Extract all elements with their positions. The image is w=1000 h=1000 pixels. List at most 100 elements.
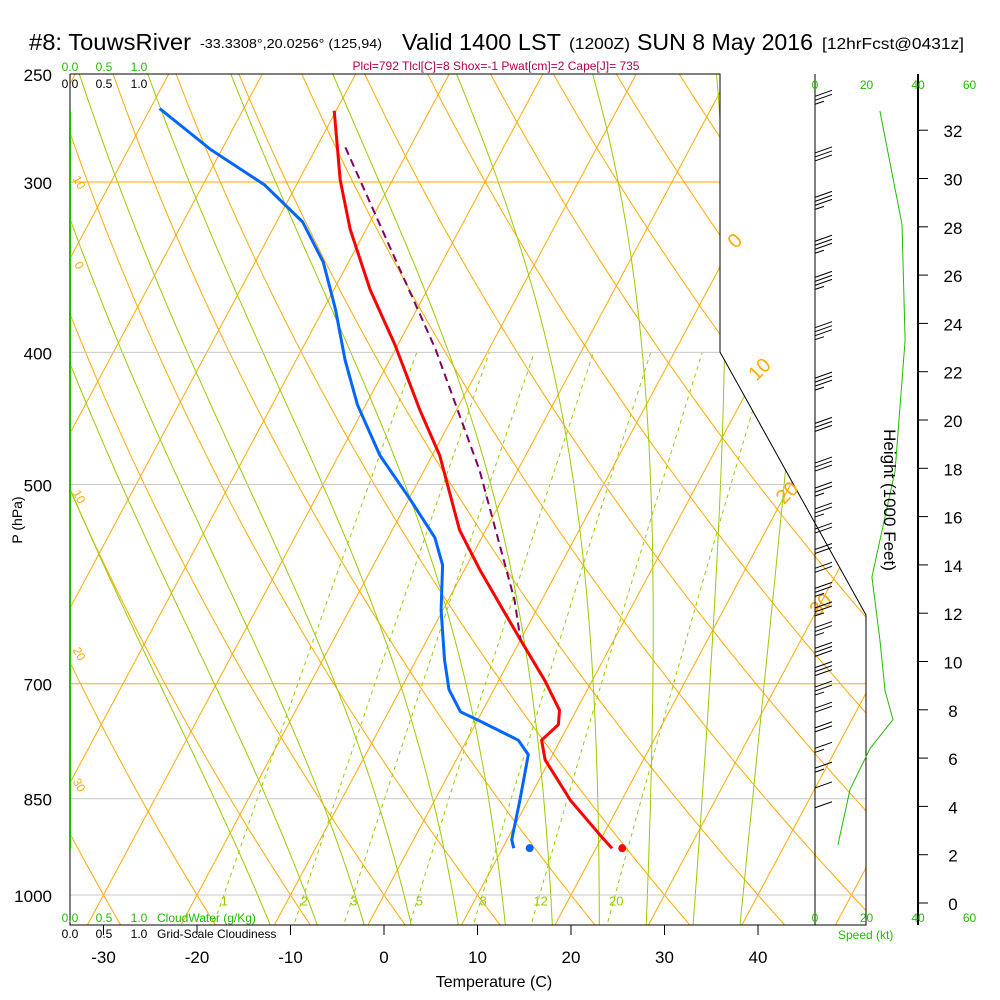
isotherm-line bbox=[70, 74, 370, 925]
wind-barb-feather bbox=[814, 485, 833, 493]
wind-barb-feather bbox=[814, 585, 833, 593]
speed-tick-bottom: 0 bbox=[812, 911, 819, 925]
wind-barb-half-feather bbox=[814, 612, 825, 617]
isotherm-line bbox=[832, 74, 866, 925]
height-tick-label: 18 bbox=[944, 460, 963, 479]
wind-barb-feather bbox=[814, 522, 833, 530]
wind-barb-half-feather bbox=[814, 100, 825, 105]
pressure-tick-label: 500 bbox=[24, 476, 52, 495]
cloudwater-tick-top: 1.0 bbox=[131, 60, 148, 74]
isotherm-line bbox=[84, 74, 557, 925]
wind-barb-feather bbox=[814, 238, 833, 246]
indices-line: Plcl=792 Tlcl[C]=8 Shox=-1 Pwat[cm]=2 Ca… bbox=[353, 59, 640, 73]
height-axis-label: Height (1000 Feet) bbox=[880, 429, 899, 571]
wind-barb-feather bbox=[814, 761, 833, 769]
moist-adiabat-line bbox=[220, 74, 507, 925]
wind-barb-half-feather bbox=[814, 205, 825, 210]
plot-frame bbox=[69, 73, 867, 926]
wind-barb-half-feather bbox=[814, 691, 825, 696]
dry-adiabat-line bbox=[290, 74, 866, 925]
wind-barb-feather bbox=[814, 325, 833, 333]
date: SUN 8 May 2016 bbox=[637, 29, 813, 55]
wind-barb-feather bbox=[814, 621, 833, 629]
height-tick-label: 4 bbox=[948, 798, 957, 817]
isotherm-line bbox=[739, 74, 866, 925]
mixing-ratio-label: 12 bbox=[533, 894, 547, 909]
height-tick-label: 8 bbox=[948, 702, 957, 721]
wind-barb-feather bbox=[814, 701, 833, 709]
wind-barb-feather bbox=[814, 321, 833, 329]
cloudwater-tick-bottom: 1.0 bbox=[131, 911, 148, 925]
wind-barb-feather bbox=[814, 194, 833, 202]
speed-tick-top: 40 bbox=[911, 78, 925, 92]
temperature-profile bbox=[332, 110, 614, 850]
moist-adiabat-line bbox=[70, 74, 320, 925]
mixing-ratio-line bbox=[407, 352, 594, 925]
height-tick-label: 28 bbox=[944, 219, 963, 238]
temperature-tick-label: 10 bbox=[468, 948, 487, 967]
moist-adiabat-line bbox=[70, 74, 367, 925]
mixing-ratio-line bbox=[529, 352, 703, 925]
wind-barb-feather bbox=[814, 565, 833, 573]
moist-adiabat-line bbox=[138, 74, 460, 925]
cloudwater-tick-top: 0.0 bbox=[62, 60, 79, 74]
mixing-ratio-label: 5 bbox=[416, 894, 423, 909]
cloudiness-tick-top: 0.0 bbox=[62, 77, 79, 91]
speed-tick-bottom: 60 bbox=[963, 911, 977, 925]
dry-adiabat-line bbox=[70, 74, 124, 925]
utc-time: (1200Z) bbox=[569, 36, 630, 53]
temperature-tick-label: -20 bbox=[185, 948, 210, 967]
wind-barb-feather bbox=[814, 721, 833, 729]
wind-barb-half-feather bbox=[814, 249, 825, 254]
mixing-ratio-label: 2 bbox=[301, 894, 308, 909]
mixing-ratio-label: 8 bbox=[480, 894, 487, 909]
wind-barb-feather bbox=[814, 506, 833, 514]
wind-barb-feather bbox=[814, 641, 833, 649]
moist-adiabat-line bbox=[70, 74, 413, 925]
speed-tick-top: 60 bbox=[963, 78, 977, 92]
adiabat-label: 10 bbox=[70, 173, 89, 192]
speed-tick-top: 0 bbox=[812, 78, 819, 92]
dry-adiabat-line bbox=[228, 74, 790, 925]
dry-adiabat-line bbox=[70, 74, 219, 925]
x-axis-label: Temperature (C) bbox=[436, 974, 552, 991]
temperature-tick-label: 20 bbox=[562, 948, 581, 967]
wind-barb-feather bbox=[814, 375, 833, 383]
cloudiness-tick-bottom: 1.0 bbox=[131, 927, 148, 941]
wind-barb-feather bbox=[814, 371, 833, 379]
wind-barb-feather bbox=[814, 741, 833, 749]
wind-barb-feather bbox=[814, 526, 833, 534]
dry-adiabat-line bbox=[352, 74, 866, 925]
wind-panel: 0246810121416182022242628303200202040406… bbox=[812, 74, 977, 925]
wind-barb-half-feather bbox=[814, 513, 825, 518]
sounding-profiles bbox=[158, 107, 627, 853]
height-tick-label: 2 bbox=[948, 847, 957, 866]
cloudiness-tick-top: 0.5 bbox=[96, 77, 113, 91]
isotherm-line bbox=[178, 74, 650, 925]
cloudwater-label: CloudWater (g/Kg) bbox=[157, 911, 256, 925]
wind-barb-feather bbox=[814, 645, 833, 653]
mixing-ratio-label: 1 bbox=[221, 894, 228, 909]
temperature-tick-label: 40 bbox=[749, 948, 768, 967]
wind-barb-feather bbox=[814, 456, 833, 464]
mixing-ratio-label: 3 bbox=[350, 894, 357, 909]
wind-barb-feather bbox=[814, 561, 833, 569]
adiabat-label: 10 bbox=[70, 487, 89, 506]
pressure-tick-label: 250 bbox=[24, 66, 52, 85]
wind-barb-half-feather bbox=[814, 748, 825, 753]
dry-adiabat-line bbox=[70, 74, 314, 925]
dry-adiabat-line bbox=[414, 74, 866, 925]
wind-barb-feather bbox=[814, 460, 833, 468]
wind-barb-feather bbox=[814, 601, 833, 609]
wind-barb-feather bbox=[814, 329, 833, 337]
wind-barb-feather bbox=[814, 190, 833, 198]
isotherm-label: 10 bbox=[744, 354, 775, 385]
wind-barb-feather bbox=[814, 605, 833, 613]
wind-barb-feather bbox=[814, 581, 833, 589]
dry-adiabat-line bbox=[539, 74, 866, 925]
wind-barb-feather bbox=[814, 661, 833, 669]
height-tick-label: 14 bbox=[944, 557, 963, 576]
wind-barb-half-feather bbox=[814, 285, 825, 290]
wind-barb-feather bbox=[814, 379, 833, 387]
pressure-tick-label: 850 bbox=[24, 791, 52, 810]
